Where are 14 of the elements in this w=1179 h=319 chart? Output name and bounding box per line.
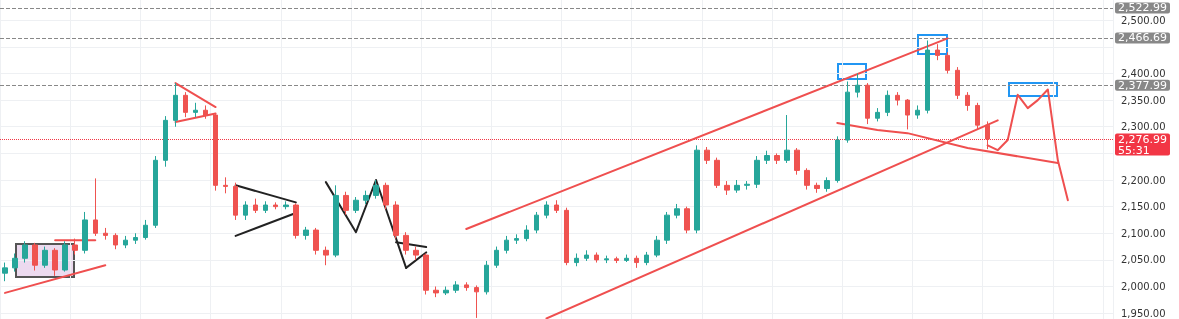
y-tick-label: 2,200.00 (1121, 174, 1166, 186)
ref-line-label: 2,522.99 (1118, 1, 1167, 15)
y-tick-label: 2,500.00 (1121, 14, 1166, 26)
ref-line-label: 2,377.99 (1118, 78, 1167, 92)
y-tick-label: 2,300.00 (1121, 121, 1166, 133)
ref-line-label: 2,276.99 55:31 (1118, 132, 1167, 157)
ref-line-label: 2,466.69 (1118, 31, 1167, 45)
y-tick-label: 2,400.00 (1121, 67, 1166, 79)
y-tick-label: 2,150.00 (1121, 201, 1166, 213)
y-tick-label: 2,350.00 (1121, 94, 1166, 106)
y-tick-label: 2,100.00 (1121, 227, 1166, 239)
y-tick-label: 1,950.00 (1121, 307, 1166, 319)
y-tick-label: 2,050.00 (1121, 254, 1166, 266)
y-tick-label: 2,000.00 (1121, 281, 1166, 293)
